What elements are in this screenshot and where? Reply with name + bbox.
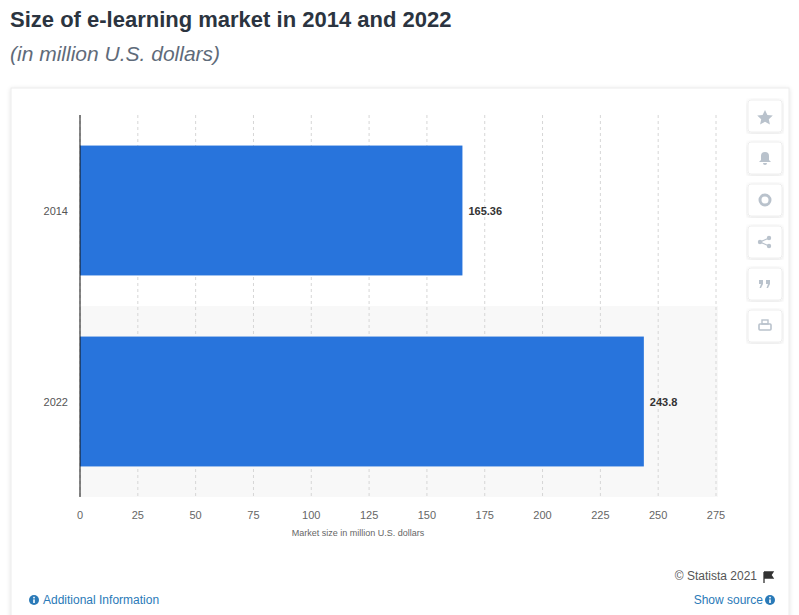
link-show-source[interactable]: Show source bbox=[694, 593, 775, 607]
icon-shape bbox=[757, 110, 773, 125]
tick-label: 150 bbox=[418, 509, 436, 521]
category-label: 2014 bbox=[44, 205, 68, 217]
chart: Size of e-learning market in 2014 and 20… bbox=[0, 0, 799, 615]
tick-label: 50 bbox=[190, 509, 202, 521]
grid-line bbox=[716, 115, 717, 497]
icon-notify[interactable] bbox=[748, 142, 782, 174]
info-icon bbox=[33, 597, 35, 599]
tick-label: 25 bbox=[132, 509, 144, 521]
grid-line bbox=[80, 115, 81, 497]
icon-cite[interactable] bbox=[748, 268, 782, 300]
icon-favorite[interactable] bbox=[748, 100, 782, 132]
tick-label: 250 bbox=[649, 509, 667, 521]
tick-label: 125 bbox=[360, 509, 378, 521]
category-label: 2022 bbox=[44, 396, 68, 408]
card bbox=[11, 88, 789, 615]
axis-title: Market size in million U.S. dollars bbox=[292, 528, 425, 538]
info-icon bbox=[769, 599, 771, 603]
title: Size of e-learning market in 2014 and 20… bbox=[10, 7, 451, 32]
axis-line bbox=[80, 115, 81, 497]
link-additional-info[interactable]: Additional Information bbox=[29, 593, 159, 607]
icon-shape bbox=[759, 152, 771, 165]
info-icon bbox=[33, 599, 35, 603]
tick-label: 175 bbox=[476, 509, 494, 521]
info-icon bbox=[769, 597, 771, 599]
bar bbox=[80, 337, 644, 467]
icon-shape bbox=[762, 320, 768, 324]
icon-box[interactable] bbox=[748, 310, 782, 342]
tick-label: 275 bbox=[707, 509, 725, 521]
icon-box[interactable] bbox=[748, 100, 782, 132]
icon-shape bbox=[759, 280, 770, 288]
icon-box[interactable] bbox=[748, 226, 782, 258]
icon-shape bbox=[760, 238, 769, 246]
tick-label: 200 bbox=[533, 509, 551, 521]
icon-share[interactable] bbox=[748, 226, 782, 258]
info-icon bbox=[765, 595, 775, 605]
link-text[interactable]: Additional Information bbox=[43, 593, 159, 607]
tick-label: 75 bbox=[247, 509, 259, 521]
icon-box[interactable] bbox=[748, 142, 782, 174]
icon-shape bbox=[760, 195, 770, 205]
data-label: 165.36 bbox=[468, 205, 502, 217]
bar bbox=[80, 146, 462, 276]
icon-shape bbox=[759, 324, 771, 330]
flag-icon bbox=[764, 572, 773, 583]
icon-box[interactable] bbox=[748, 184, 782, 216]
icon-box[interactable] bbox=[748, 268, 782, 300]
data-label: 243.8 bbox=[650, 396, 678, 408]
info-icon bbox=[29, 595, 39, 605]
subtitle: (in million U.S. dollars) bbox=[10, 42, 220, 65]
grid-line bbox=[658, 115, 659, 497]
page: Size of e-learning market in 2014 and 20… bbox=[0, 0, 799, 615]
icon-print[interactable] bbox=[748, 310, 782, 342]
bars bbox=[80, 146, 644, 467]
tick-label: 225 bbox=[591, 509, 609, 521]
tick-label: 0 bbox=[77, 509, 83, 521]
band-bg bbox=[80, 306, 718, 497]
icon-settings[interactable] bbox=[748, 184, 782, 216]
tick-label: 100 bbox=[302, 509, 320, 521]
source-note: © Statista 2021 bbox=[675, 569, 758, 583]
link-text[interactable]: Show source bbox=[694, 593, 764, 607]
